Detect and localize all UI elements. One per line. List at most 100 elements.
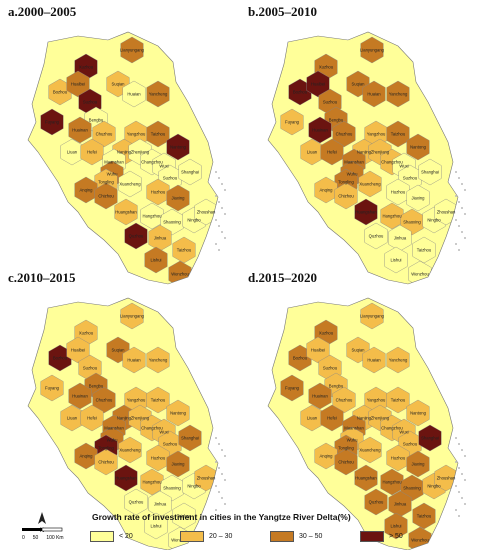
city-region-chizhou [334,448,358,476]
city-label: Huainan [72,128,88,133]
island-mark [458,249,460,251]
city-region-jiaxing [166,450,190,478]
city-region-taizhou [146,120,170,148]
island-mark [458,467,460,469]
island-mark [218,249,220,251]
island-mark [218,177,220,179]
city-region-shanghai [178,158,202,186]
scale-label-0: 0 [22,535,25,541]
city-region-yancheng [386,80,410,108]
city-label: Hefei [327,150,337,155]
city-region-hangzhou [140,202,164,230]
city-label: Bozhou [53,90,68,95]
city-region-lishui [384,512,408,540]
city-region-lianyungang [360,36,384,64]
island-mark [458,443,460,445]
city-label: Chizhou [98,194,114,199]
city-label: Tongling [338,446,354,451]
legend-item-20-30: 20 – 30 [180,530,233,542]
island-mark [218,201,220,203]
city-label: Wuhu [347,172,359,177]
city-label: Nantong [170,411,187,416]
city-label: Shaoxing [163,486,181,491]
city-region-hefei [320,138,344,166]
city-region-hefei [80,138,104,166]
city-region-hangzhou [140,468,164,496]
city-region-huaian [362,346,386,374]
island-mark [461,473,463,475]
city-label: Wuhu [107,172,119,177]
city-region-huaibei [306,70,330,98]
city-label: Quzhou [369,500,384,505]
city-label: Quzhou [369,234,384,239]
city-label: Nanjing [357,150,372,155]
island-mark [458,225,460,227]
city-region-quzhou [124,488,148,516]
legend-label-20-30: 20 – 30 [209,532,233,540]
city-region-huaian [122,346,146,374]
city-region-jiaxing [166,184,190,212]
city-label: Hefei [327,416,337,421]
city-label: Xuancheng [119,448,141,453]
city-region-taizhou [386,120,410,148]
city-region-taizhou [172,502,196,530]
city-region-yancheng [146,346,170,374]
city-label: Chizhou [338,194,354,199]
city-region-huangshan [354,198,378,226]
city-label: Suqian [351,82,365,87]
city-label: Maanshan [104,426,124,431]
city-label: Huainan [312,128,328,133]
island-mark [461,207,463,209]
city-region-hefei [80,404,104,432]
island-mark [215,437,217,439]
city-label: Fuyang [285,386,300,391]
city-region-huaibei [66,336,90,364]
city-label: Ningbo [427,218,441,223]
city-region-nantong [406,133,430,161]
city-label: Nanjing [357,416,372,421]
island-mark [215,219,217,221]
city-region-quzhou [364,222,388,250]
legend-label-gt50: > 50 [389,532,403,540]
city-label: Taizhou [177,248,192,253]
island-mark [215,485,217,487]
city-label: Chuzhou [96,398,113,403]
scale-label-100: 100 Km [46,535,64,541]
city-label: Anqing [79,454,93,459]
city-region-chuzhou [92,120,116,148]
island-mark [218,467,220,469]
city-label: Nanjing [117,416,132,421]
city-region-fuyang [280,108,304,136]
island-mark [218,491,220,493]
city-label: Suzhou [323,100,338,105]
city-label: Nantong [410,145,427,150]
island-mark [215,243,217,245]
city-label: Chizhou [338,460,354,465]
city-region-hangzhou [380,468,404,496]
city-label: Shaoxing [403,486,421,491]
city-region-huaibei [66,70,90,98]
city-label: Huzhou [391,456,406,461]
city-region-taizhou [146,386,170,414]
city-region-jiaxing [406,184,430,212]
island-mark [215,171,217,173]
island-mark [464,189,466,191]
panel-label-a: a.2000–2005 [8,4,77,19]
city-label: Anqing [319,188,333,193]
island-mark [455,243,457,245]
city-label: Hefei [87,416,97,421]
city-label: Jiaxing [171,196,185,201]
city-label: Ningbo [187,218,201,223]
city-label: Quzhou [129,234,144,239]
city-region-xuancheng [358,170,382,198]
city-label: Zhoushan [437,210,456,215]
city-region-quzhou [124,222,148,250]
city-label: Shanghai [181,436,199,441]
city-region-jiaxing [406,450,430,478]
city-label: Changzhou [381,426,403,431]
city-region-nantong [166,399,190,427]
city-region-anqing [74,442,98,470]
city-label: Wuxi [399,430,408,435]
